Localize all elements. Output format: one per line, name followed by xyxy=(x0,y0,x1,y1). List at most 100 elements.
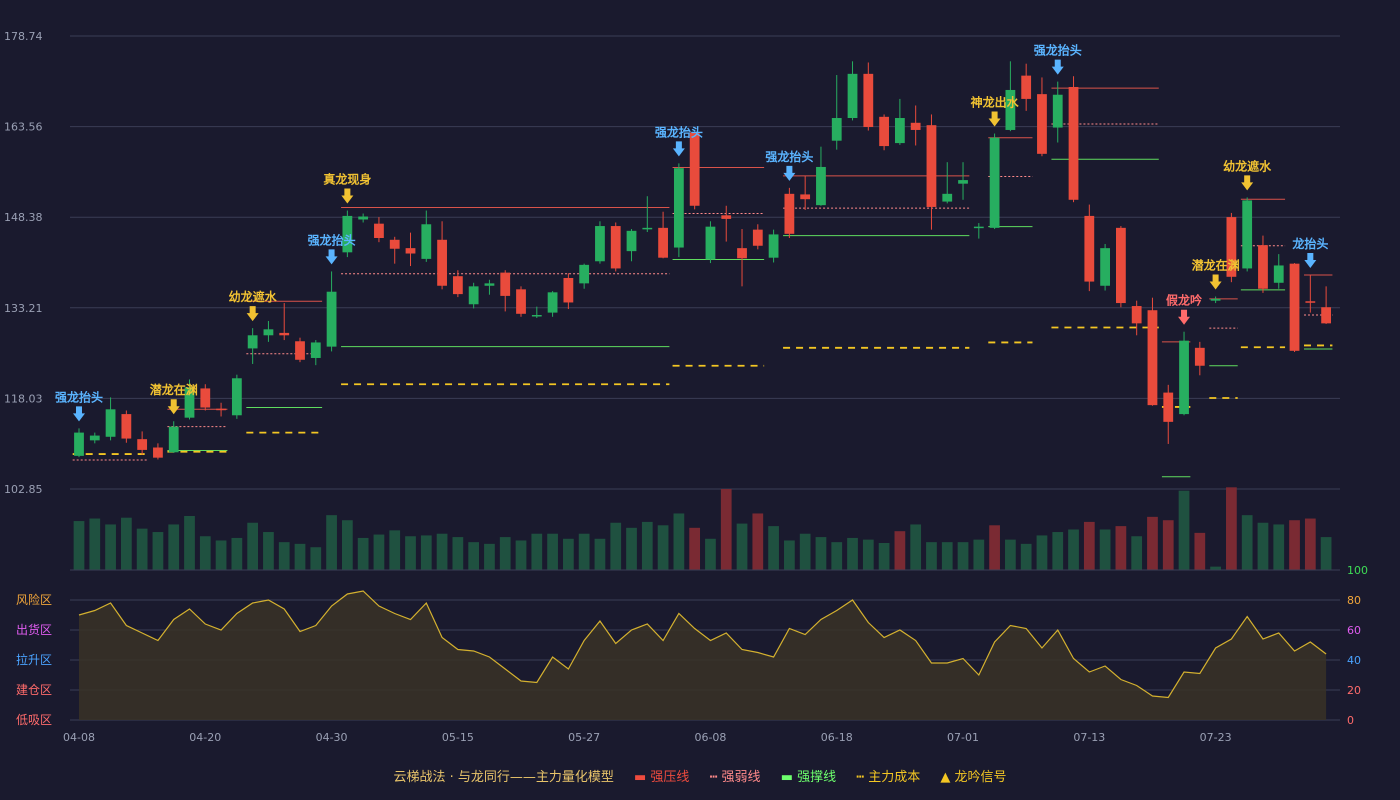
candle-body xyxy=(784,193,795,234)
legend-weak[interactable]: ┅ 强弱线 xyxy=(709,770,761,785)
volume-bar xyxy=(1241,515,1253,570)
candle-body xyxy=(531,314,542,317)
candle-body xyxy=(1305,301,1316,303)
price-tick-label: 178.74 xyxy=(4,30,43,43)
volume-bar xyxy=(73,521,85,570)
candle-body xyxy=(705,226,716,260)
volume-bar xyxy=(1099,529,1111,570)
volume-bar xyxy=(705,538,716,570)
volume-bar xyxy=(1273,524,1285,570)
indicator-tick-label: 40 xyxy=(1347,654,1361,667)
volume-bar xyxy=(641,521,653,570)
candle-body xyxy=(421,224,432,259)
signal-arrow-icon xyxy=(73,406,85,422)
volume-bar xyxy=(420,535,432,570)
candle-body xyxy=(1289,263,1300,351)
date-tick-label: 07-23 xyxy=(1200,731,1232,744)
date-tick-label: 06-08 xyxy=(694,731,726,744)
volume-bar xyxy=(326,515,337,570)
candle-body xyxy=(1210,298,1221,301)
candle-body xyxy=(452,276,463,295)
legend-pressure[interactable]: ▬ 强压线 xyxy=(633,770,690,785)
signal-arrow-icon xyxy=(167,399,180,415)
candle-body xyxy=(958,180,968,184)
volume-bar xyxy=(862,539,874,570)
volume-bar xyxy=(168,524,180,570)
volume-bar xyxy=(1320,537,1332,570)
volume-bar xyxy=(1162,520,1174,570)
price-tick-label: 118.03 xyxy=(4,392,43,405)
volume-bar xyxy=(247,522,259,570)
candle-body xyxy=(1226,217,1237,277)
legend-title: 云梯战法 · 与龙同行——主力量化模型 xyxy=(393,770,614,785)
zone-label: 出货区 xyxy=(16,622,52,637)
volume-bar xyxy=(1115,526,1127,570)
volume-bar xyxy=(357,537,369,570)
price-tick-label: 102.85 xyxy=(4,483,43,496)
volume-bar xyxy=(752,513,764,570)
volume-bar xyxy=(199,536,211,570)
volume-bar xyxy=(89,518,101,570)
volume-bar xyxy=(389,530,401,570)
volume-bar xyxy=(484,543,495,570)
volume-bar xyxy=(1083,521,1095,570)
candle-body xyxy=(405,248,416,254)
indicator-tick-label: 100 xyxy=(1347,564,1368,577)
candle-body xyxy=(863,73,874,127)
date-tick-label: 07-01 xyxy=(947,731,979,744)
volume-bar xyxy=(152,532,164,570)
candle-body xyxy=(1194,347,1205,366)
volume-bar xyxy=(768,526,779,570)
signal-arrow-icon xyxy=(783,165,796,181)
signal-arrow-icon xyxy=(1209,274,1222,290)
candle-body xyxy=(673,168,684,248)
candle-body xyxy=(342,215,353,253)
legend-cost[interactable]: ┅ 主力成本 xyxy=(856,770,921,785)
candle-body xyxy=(610,226,621,269)
candle-body xyxy=(926,125,937,207)
candle-body xyxy=(1321,307,1332,324)
signal-arrow-icon xyxy=(1304,253,1317,269)
volume-bar xyxy=(405,536,416,570)
volume-bar xyxy=(815,537,827,570)
volume-bar xyxy=(1131,536,1143,570)
candle-body xyxy=(200,388,211,408)
volume-bar xyxy=(657,525,669,570)
volume-bar xyxy=(1257,522,1269,570)
candle-body xyxy=(310,342,321,358)
volume-bar xyxy=(120,517,132,570)
volume-bar xyxy=(973,539,985,570)
candle-body xyxy=(847,73,858,119)
legend-signal[interactable]: ▲ 龙吟信号 xyxy=(940,770,1007,785)
candle-body xyxy=(563,277,574,303)
volume-bar xyxy=(310,547,322,570)
volume-bar xyxy=(468,542,480,570)
date-tick-label: 04-20 xyxy=(189,731,221,744)
volume-bar xyxy=(294,543,306,570)
zone-label: 建仓区 xyxy=(16,683,52,697)
indicator-tick-label: 0 xyxy=(1347,714,1354,727)
candle-body xyxy=(168,426,179,453)
volume-bar xyxy=(799,533,811,570)
candle-body xyxy=(1163,392,1174,422)
candle-body xyxy=(737,248,747,259)
signal-arrow-icon xyxy=(988,111,1001,127)
date-tick-label: 04-30 xyxy=(316,731,348,744)
volume-bar xyxy=(499,537,511,570)
volume-bar xyxy=(941,542,953,570)
candle-body xyxy=(437,239,447,286)
signal-label: 真龙现身 xyxy=(323,172,371,187)
date-tick-label: 04-08 xyxy=(63,731,95,744)
volume-bar xyxy=(847,537,858,570)
candle-body xyxy=(1021,75,1032,99)
candle-body xyxy=(326,291,337,347)
volume-bar xyxy=(957,542,969,570)
signal-label: 强龙抬头 xyxy=(765,149,813,164)
legend-support[interactable]: ▬ 强撑线 xyxy=(780,770,837,785)
candle-body xyxy=(263,329,274,336)
volume-bar xyxy=(689,527,701,570)
candle-body xyxy=(74,432,84,456)
indicator-tick-label: 80 xyxy=(1347,594,1361,607)
candle-body xyxy=(1179,340,1189,415)
volume-bar xyxy=(736,523,748,570)
